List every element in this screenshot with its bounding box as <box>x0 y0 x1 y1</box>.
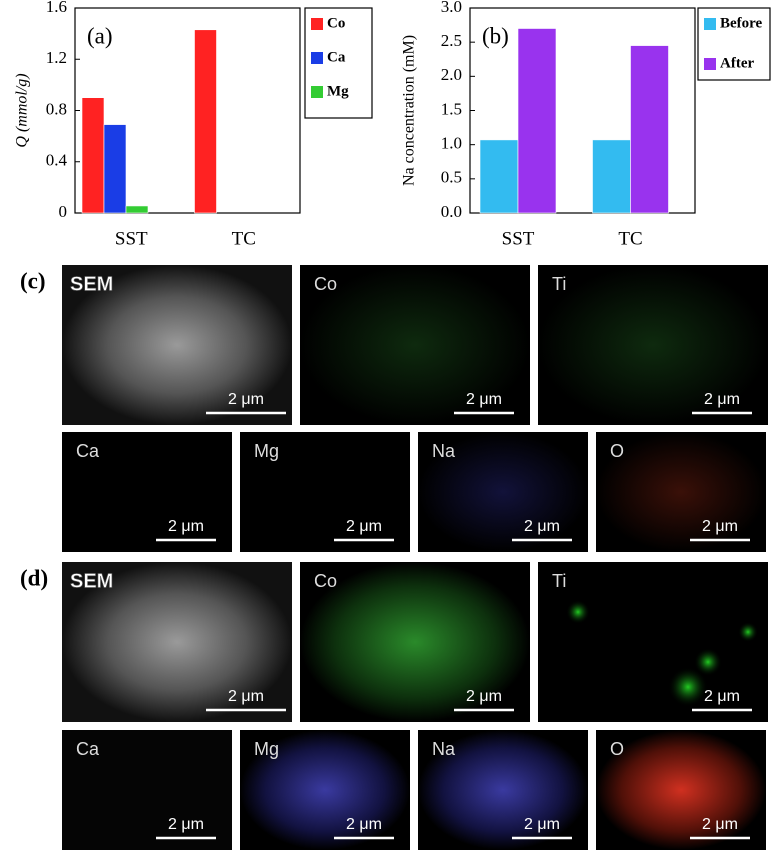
legend-swatch <box>311 52 323 64</box>
scale-label: 2 μm <box>346 816 382 833</box>
scale-label: 2 μm <box>524 518 560 535</box>
y-tick-label: 0 <box>59 202 68 221</box>
bar <box>479 139 519 214</box>
image-label: Ca <box>76 739 100 759</box>
legend-label: Ca <box>327 49 346 65</box>
legend-label: After <box>720 55 754 71</box>
image-label: Ca <box>76 441 100 461</box>
element-spot <box>694 648 722 676</box>
legend-swatch <box>704 18 716 30</box>
image-panel <box>62 562 292 722</box>
x-tick-label: SST <box>115 228 148 249</box>
panel-title: (a) <box>87 23 113 48</box>
y-tick-label: 0.4 <box>46 151 68 170</box>
y-tick-label: 2.5 <box>441 31 462 50</box>
scale-label: 2 μm <box>702 816 738 833</box>
bar <box>194 29 217 214</box>
image-panel <box>300 265 530 425</box>
legend-swatch <box>311 86 323 98</box>
image-panel <box>538 562 768 722</box>
y-tick-label: 0.0 <box>441 202 462 221</box>
image-label: Na <box>432 441 456 461</box>
panel-label: (c) <box>20 268 46 293</box>
element-spot <box>566 600 590 624</box>
image-label: O <box>610 441 624 461</box>
bar <box>81 97 105 214</box>
image-panel <box>596 730 766 850</box>
scale-label: 2 μm <box>228 688 264 705</box>
image-panel <box>538 265 768 425</box>
y-tick-label: 1.6 <box>46 0 67 16</box>
y-tick-label: 0.5 <box>441 168 462 187</box>
bar <box>592 139 631 214</box>
y-tick-label: 0.8 <box>46 99 67 118</box>
image-label: SEM <box>70 570 113 592</box>
y-tick-label: 1.2 <box>46 48 67 67</box>
image-panel <box>418 730 588 850</box>
image-panel <box>300 562 530 722</box>
bar <box>125 205 149 214</box>
y-tick-label: 3.0 <box>441 0 462 16</box>
x-tick-label: TC <box>618 228 642 249</box>
image-panel <box>62 265 292 425</box>
image-label: Na <box>432 739 456 759</box>
element-spot <box>668 667 708 707</box>
scale-label: 2 μm <box>704 391 740 408</box>
bar <box>630 45 669 214</box>
legend-label: Co <box>327 15 345 31</box>
image-label: O <box>610 739 624 759</box>
image-panel <box>62 432 232 552</box>
panel-label: (d) <box>20 565 48 590</box>
scale-label: 2 μm <box>168 816 204 833</box>
x-tick-label: SST <box>502 228 535 249</box>
y-tick-label: 2.0 <box>441 65 462 84</box>
scale-label: 2 μm <box>346 518 382 535</box>
image-label: SEM <box>70 273 113 295</box>
element-spot <box>738 622 758 642</box>
image-panel <box>596 432 766 552</box>
legend-label: Mg <box>327 83 349 99</box>
scale-label: 2 μm <box>168 518 204 535</box>
y-tick-label: 1.5 <box>441 99 462 118</box>
image-panel <box>418 432 588 552</box>
image-panel <box>62 730 232 850</box>
image-panel <box>240 730 410 850</box>
image-label: Mg <box>254 441 279 461</box>
scale-label: 2 μm <box>702 518 738 535</box>
image-label: Ti <box>552 274 566 294</box>
panel-title: (b) <box>482 23 509 48</box>
x-tick-label: TC <box>232 228 256 249</box>
bar <box>103 124 127 214</box>
bar <box>517 28 557 214</box>
image-label: Mg <box>254 739 279 759</box>
scale-label: 2 μm <box>466 688 502 705</box>
image-panel <box>240 432 410 552</box>
image-label: Co <box>314 571 337 591</box>
y-axis-label: Q (mmol/g) <box>14 73 31 147</box>
image-label: Ti <box>552 571 566 591</box>
image-label: Co <box>314 274 337 294</box>
y-tick-label: 1.0 <box>441 134 462 153</box>
scale-label: 2 μm <box>466 391 502 408</box>
legend-label: Before <box>720 15 763 31</box>
scale-label: 2 μm <box>524 816 560 833</box>
legend-swatch <box>311 18 323 30</box>
scale-label: 2 μm <box>228 391 264 408</box>
legend-swatch <box>704 58 716 70</box>
scale-label: 2 μm <box>704 688 740 705</box>
y-axis-label: Na concentration (mM) <box>401 35 418 186</box>
